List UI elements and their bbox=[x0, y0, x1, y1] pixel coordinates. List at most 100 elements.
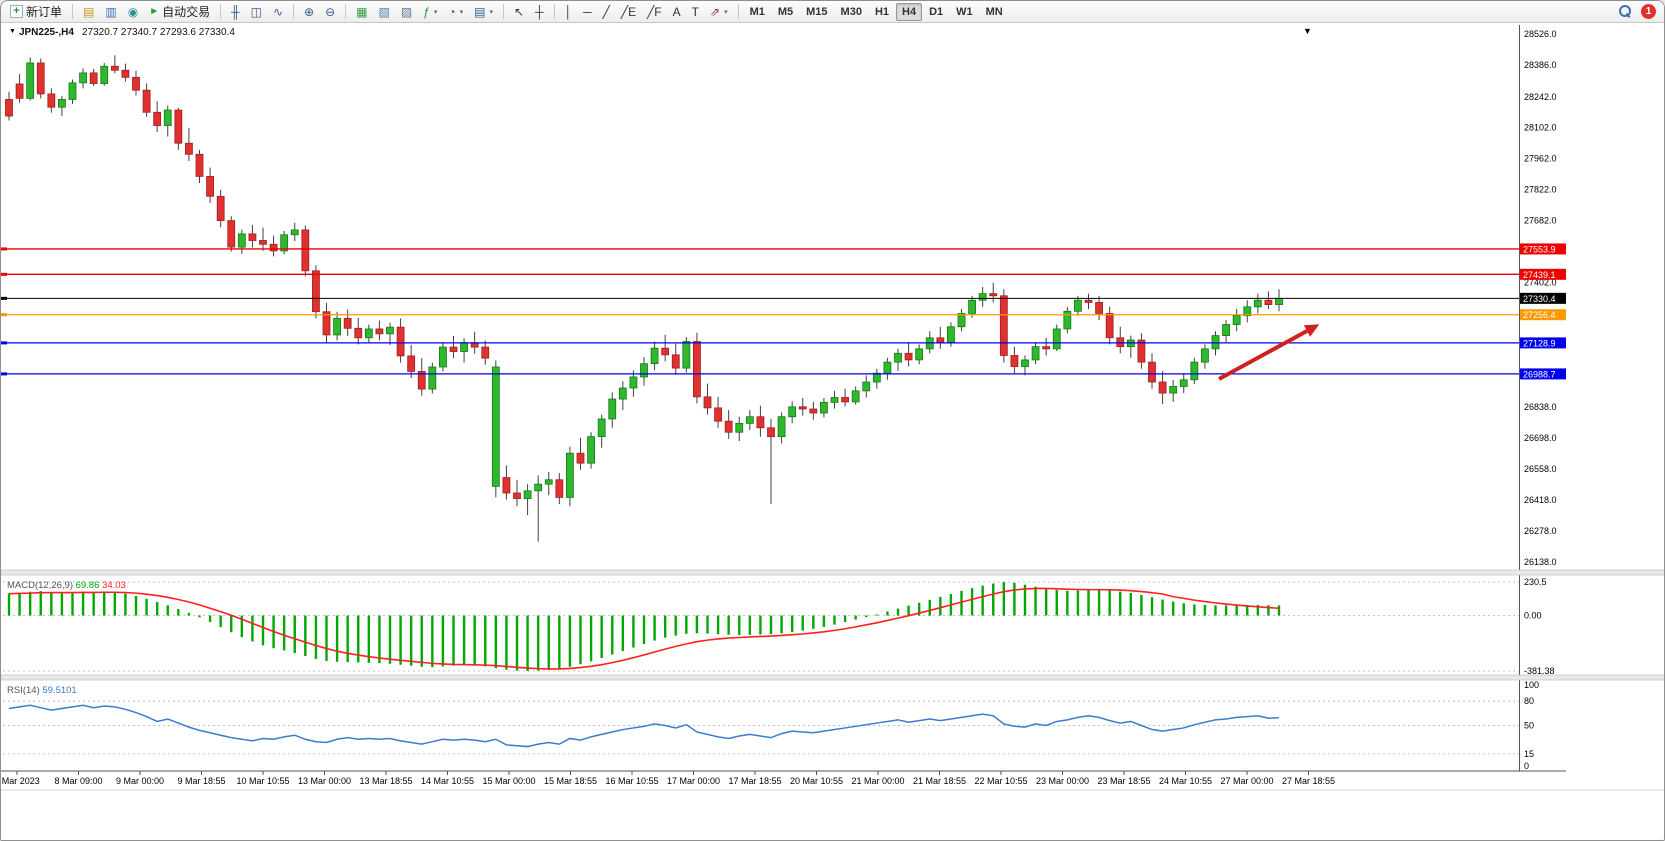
vertical-line-button[interactable]: │ bbox=[560, 3, 578, 21]
rsi-scale-label: 100 bbox=[1524, 680, 1539, 690]
zoom-out-button[interactable]: ⊖ bbox=[320, 3, 340, 21]
time-axis-label: 17 Mar 00:00 bbox=[667, 776, 720, 786]
market-watch-button[interactable]: ▤ bbox=[78, 3, 99, 21]
bear-candle bbox=[132, 76, 140, 91]
price-tick-label: 28102.0 bbox=[1524, 123, 1557, 133]
bear-candle bbox=[989, 293, 998, 297]
trend-arrow-annotation[interactable] bbox=[1218, 324, 1320, 381]
timeframe-m15-button[interactable]: M15 bbox=[800, 3, 833, 21]
insert-group: ƒ ▾ ◔ ▾ ▤ ▾ bbox=[418, 3, 498, 21]
timeframe-w1-button[interactable]: W1 bbox=[950, 3, 979, 21]
bear-candle bbox=[121, 69, 130, 78]
price-level-label-box bbox=[1520, 309, 1566, 321]
auto-trading-button[interactable]: ► 自动交易 bbox=[144, 3, 215, 21]
rsi-scale-label: 80 bbox=[1524, 696, 1534, 706]
bull-candle bbox=[100, 65, 109, 84]
tile-windows-button[interactable]: ▦ bbox=[351, 3, 372, 21]
zoom-in-button[interactable]: ⊕ bbox=[299, 3, 319, 21]
trendline-button[interactable]: ╱ bbox=[598, 3, 615, 21]
arrows-button[interactable]: ⇗ ▾ bbox=[705, 3, 733, 21]
search-icon[interactable] bbox=[1619, 5, 1632, 18]
templates-button[interactable]: ▤ ▾ bbox=[469, 3, 498, 21]
bear-candle bbox=[5, 99, 13, 117]
line-chart-icon: ∿ bbox=[272, 4, 284, 19]
rsi-line bbox=[8, 704, 1280, 748]
chart-ohlc-values: 27320.7 27340.7 27293.6 27330.4 bbox=[81, 27, 235, 38]
chart-menu-arrow-icon[interactable]: ▼ bbox=[9, 28, 16, 35]
line-chart-button[interactable]: ∿ bbox=[268, 3, 288, 21]
price-level-label: 27128.9 bbox=[1523, 338, 1556, 348]
time-axis-label: 22 Mar 10:55 bbox=[974, 776, 1027, 786]
time-axis-label: 15 Mar 18:55 bbox=[544, 776, 597, 786]
main-macd-splitter[interactable] bbox=[1, 569, 1665, 576]
macd-label: MACD(12,26,9) 69.86 34.03 bbox=[7, 580, 126, 591]
bull-candle bbox=[883, 361, 892, 374]
terminal-button[interactable]: ◉ bbox=[123, 3, 143, 21]
zoom-group: ⊕ ⊖ bbox=[299, 3, 340, 21]
bear-candle bbox=[936, 337, 945, 343]
timeframe-m1-button[interactable]: M1 bbox=[744, 3, 771, 21]
timeframe-h1-button[interactable]: H1 bbox=[869, 3, 895, 21]
macd-scale-label: 230.5 bbox=[1524, 577, 1547, 587]
bar-chart-button[interactable]: ╫ bbox=[226, 3, 245, 21]
text-label-icon: T bbox=[691, 4, 699, 19]
price-level-label: 27439.1 bbox=[1523, 270, 1556, 280]
bull-candle bbox=[544, 479, 553, 485]
timeframe-h4-button[interactable]: H4 bbox=[896, 2, 923, 21]
bull-candle bbox=[1201, 348, 1209, 363]
price-axis[interactable]: 28526.0 28386.0 28242.0 28102.0 27962.0 27822… bbox=[1519, 25, 1567, 771]
timeframe-d1-button[interactable]: D1 bbox=[923, 3, 949, 21]
text-icon: A bbox=[672, 4, 681, 19]
price-level-label: 27553.9 bbox=[1523, 244, 1556, 254]
indicators-icon: ƒ bbox=[423, 4, 430, 19]
crosshair-button[interactable]: ┼ bbox=[530, 3, 549, 21]
macd-rsi-splitter[interactable] bbox=[1, 674, 1665, 681]
bear-candle bbox=[227, 220, 236, 248]
chart-shift-marker-icon[interactable]: ▼ bbox=[1303, 26, 1312, 36]
bull-candle bbox=[777, 416, 786, 438]
bull-candle bbox=[428, 366, 437, 390]
periods-button[interactable]: ◔ ▾ bbox=[443, 3, 468, 21]
time-axis-label: 15 Mar 00:00 bbox=[482, 776, 535, 786]
arrange-windows-button[interactable]: ▨ bbox=[396, 3, 417, 21]
bull-candle bbox=[1190, 361, 1199, 381]
fibonacci-button[interactable]: ╱F bbox=[642, 3, 667, 21]
bull-candle bbox=[851, 390, 860, 403]
bear-candle bbox=[1158, 381, 1167, 394]
notification-badge[interactable]: 1 bbox=[1641, 4, 1656, 19]
timeframe-m5-button[interactable]: M5 bbox=[772, 3, 799, 21]
bull-candle bbox=[640, 363, 648, 378]
bear-candle bbox=[322, 311, 331, 336]
horizontal-line-button[interactable]: ─ bbox=[578, 3, 597, 21]
autotrading-icon: ► bbox=[149, 6, 160, 17]
price-level-label-box bbox=[1520, 292, 1566, 304]
bull-candle bbox=[978, 293, 987, 301]
candlestick-chart-button[interactable]: ◫ bbox=[246, 3, 267, 21]
equidistant-channel-button[interactable]: ╱E bbox=[616, 3, 641, 21]
new-order-button[interactable]: + 新订单 bbox=[5, 3, 67, 21]
level-left-marker bbox=[1, 313, 7, 317]
bull-candle bbox=[1021, 359, 1029, 367]
navigator-button[interactable]: ▥ bbox=[100, 3, 121, 21]
text-label-button[interactable]: T bbox=[687, 3, 704, 21]
bear-candle bbox=[999, 295, 1008, 356]
text-button[interactable]: A bbox=[668, 3, 686, 21]
dropdown-caret-icon: ▾ bbox=[433, 8, 438, 16]
bear-candle bbox=[248, 233, 257, 241]
timeframe-m30-button[interactable]: M30 bbox=[835, 3, 868, 21]
time-axis[interactable]: 7 Mar 2023 8 Mar 09:00 9 Mar 00:00 9 Mar 18… bbox=[1, 770, 1566, 786]
price-tick-label: 28242.0 bbox=[1524, 92, 1557, 102]
indicators-button[interactable]: ƒ ▾ bbox=[418, 3, 442, 21]
timeframe-mn-button[interactable]: MN bbox=[980, 3, 1009, 21]
cascade-windows-button[interactable]: ▧ bbox=[374, 3, 395, 21]
cursor-button[interactable]: ↖ bbox=[509, 3, 529, 21]
price-level-label: 27330.4 bbox=[1523, 294, 1556, 304]
bull-candle bbox=[1031, 346, 1040, 361]
bull-candle bbox=[386, 326, 394, 335]
bear-candle bbox=[407, 355, 416, 372]
drawing-tools-group: │ ─ ╱ ╱E ╱F A T ⇗ ▾ bbox=[560, 3, 733, 21]
trend-arrow-shaft bbox=[1218, 329, 1308, 381]
auto-trading-label: 自动交易 bbox=[162, 5, 211, 19]
templates-icon: ▤ bbox=[474, 4, 486, 19]
